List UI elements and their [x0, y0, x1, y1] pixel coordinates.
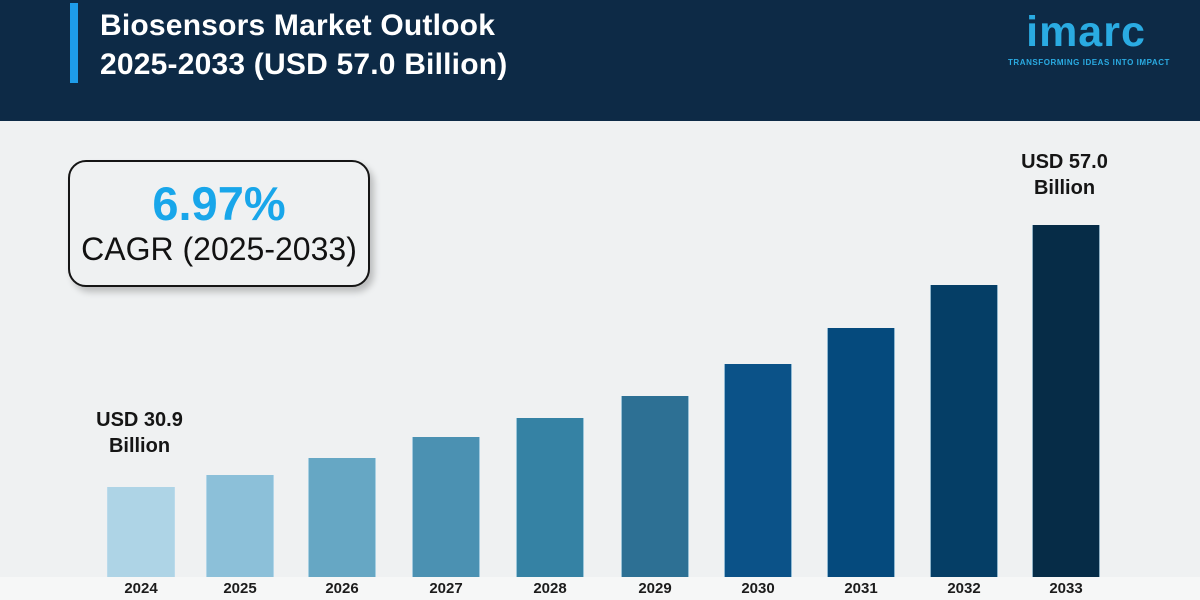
bar-2031 — [827, 328, 895, 577]
cagr-box: 6.97% CAGR (2025-2033) — [68, 160, 370, 287]
start-value-label: USD 30.9 Billion — [57, 407, 222, 459]
end-value-line2: Billion — [1033, 177, 1096, 199]
header: Biosensors Market Outlook 2025-2033 (USD… — [0, 0, 1200, 121]
start-value-line1: USD 30.9 — [96, 409, 183, 431]
imarc-logo: imarc TRANSFORMING IDEAS INTO IMPACT — [1008, 8, 1170, 68]
x-tick-2025: 2025 — [223, 580, 257, 597]
x-tick-2029: 2029 — [638, 580, 672, 597]
bar-2024 — [107, 487, 175, 577]
x-tick-2027: 2027 — [429, 580, 463, 597]
x-axis — [0, 577, 1200, 600]
bar-2028 — [516, 418, 584, 577]
end-value-line1: USD 57.0 — [1021, 151, 1108, 173]
bar-2033 — [1032, 225, 1100, 577]
bar-2025 — [206, 475, 274, 577]
page-title-line2: 2025-2033 (USD 57.0 Billion) — [100, 48, 508, 81]
x-tick-2031: 2031 — [844, 580, 878, 597]
start-value-line2: Billion — [108, 435, 171, 457]
x-tick-2030: 2030 — [741, 580, 775, 597]
cagr-value: 6.97% — [152, 176, 286, 230]
x-tick-2024: 2024 — [124, 580, 158, 597]
page-title: Biosensors Market Outlook 2025-2033 (USD… — [100, 6, 507, 84]
end-value-label: USD 57.0 Billion — [982, 149, 1147, 201]
x-tick-2033: 2033 — [1049, 580, 1083, 597]
bar-2026 — [308, 458, 376, 577]
cagr-label: CAGR (2025-2033) — [81, 231, 357, 268]
bar-2030 — [724, 364, 792, 577]
page-title-line1: Biosensors Market Outlook — [100, 9, 496, 42]
bar-2032 — [930, 285, 998, 577]
title-accent-bar — [70, 3, 78, 83]
imarc-logo-text: imarc — [1026, 8, 1146, 56]
x-tick-2032: 2032 — [947, 580, 981, 597]
x-tick-2026: 2026 — [325, 580, 359, 597]
bar-2029 — [621, 396, 689, 577]
imarc-logo-tagline: TRANSFORMING IDEAS INTO IMPACT — [1008, 58, 1170, 68]
x-tick-2028: 2028 — [533, 580, 567, 597]
bar-2027 — [412, 437, 480, 577]
